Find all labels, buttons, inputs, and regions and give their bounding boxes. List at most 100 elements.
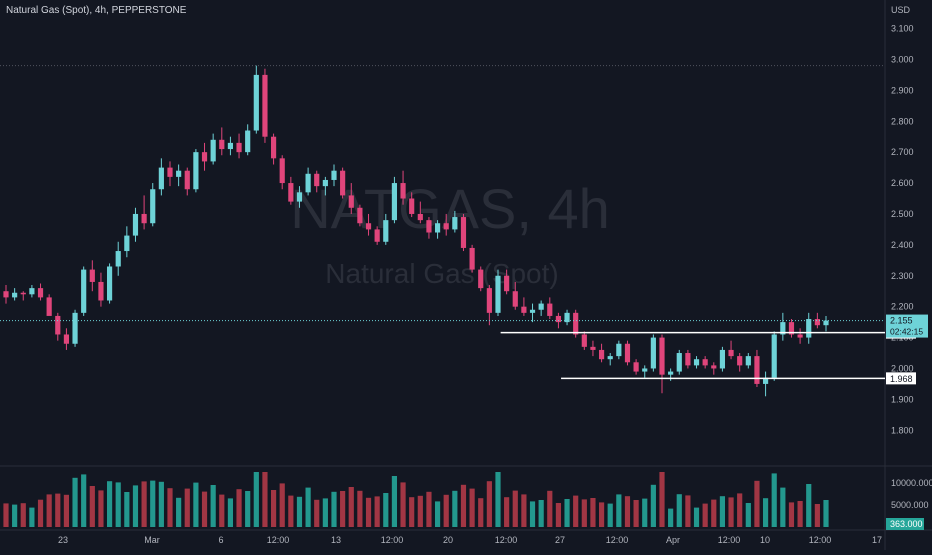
volume-bar bbox=[98, 490, 104, 527]
volume-bar bbox=[245, 491, 251, 527]
symbol-title[interactable]: Natural Gas (Spot), 4h, PEPPERSTONE bbox=[6, 5, 187, 16]
volume-bar bbox=[711, 499, 717, 527]
candle-body bbox=[711, 365, 717, 369]
candle-body bbox=[434, 223, 441, 233]
volume-bar bbox=[650, 484, 656, 527]
volume-bar bbox=[529, 501, 536, 527]
volume-bar bbox=[236, 489, 242, 527]
candle-body bbox=[409, 198, 415, 214]
volume-bar bbox=[633, 500, 639, 527]
volume-bar bbox=[745, 503, 751, 527]
volume-bar bbox=[616, 494, 622, 527]
candle-body bbox=[176, 170, 182, 177]
volume-bar bbox=[253, 472, 259, 527]
candle-body bbox=[495, 275, 501, 313]
volume-bar bbox=[495, 472, 501, 527]
candle-body bbox=[728, 349, 734, 357]
volume-bar bbox=[719, 496, 726, 527]
candle-body bbox=[3, 291, 9, 298]
volume-bar bbox=[504, 497, 510, 527]
candle-body bbox=[331, 170, 337, 180]
volume-bar bbox=[115, 482, 121, 527]
candle-body bbox=[227, 142, 234, 150]
candle-body bbox=[426, 220, 432, 233]
candle-body bbox=[279, 158, 285, 184]
volume-bar bbox=[63, 494, 70, 527]
volume-bar bbox=[823, 500, 829, 527]
candle-body bbox=[806, 319, 812, 338]
candle-body bbox=[504, 275, 510, 292]
volume-bar bbox=[547, 490, 553, 527]
volume-bar bbox=[685, 495, 691, 527]
volume-bar bbox=[426, 491, 432, 527]
candle-body bbox=[616, 343, 622, 357]
candle-body bbox=[685, 353, 691, 366]
time-tick-label: 12:00 bbox=[606, 535, 629, 545]
candle-body bbox=[383, 220, 389, 242]
price-tick-label: 2.800 bbox=[891, 116, 914, 126]
volume-bar bbox=[737, 493, 743, 527]
volume-bar bbox=[573, 495, 579, 527]
candle-body bbox=[63, 334, 70, 344]
volume-bar bbox=[279, 483, 285, 527]
volume-bar bbox=[702, 503, 708, 527]
candle-body bbox=[245, 130, 251, 153]
candle-body bbox=[780, 322, 786, 335]
volume-bar bbox=[227, 498, 234, 527]
candle-body bbox=[262, 74, 268, 137]
candle-body bbox=[443, 223, 449, 230]
time-tick-label: Mar bbox=[144, 535, 160, 545]
candle-body bbox=[314, 173, 320, 187]
volume-tick-label: 5000.000 bbox=[891, 500, 929, 510]
candle-body bbox=[296, 192, 303, 202]
time-tick-label: 12:00 bbox=[495, 535, 518, 545]
volume-bar bbox=[305, 487, 311, 527]
volume-bar bbox=[3, 503, 9, 527]
volume-bar bbox=[357, 490, 363, 527]
price-tick-label: 3.000 bbox=[891, 54, 914, 64]
volume-bar bbox=[89, 486, 95, 527]
candle-body bbox=[771, 334, 777, 378]
time-tick-label: 17 bbox=[872, 535, 882, 545]
candle-body bbox=[158, 167, 164, 190]
candle-body bbox=[538, 303, 544, 310]
current-price-label: 2.155 bbox=[890, 316, 913, 326]
volume-bar bbox=[314, 499, 320, 527]
candle-body bbox=[365, 223, 372, 230]
volume-bar bbox=[288, 495, 294, 527]
candle-body bbox=[564, 312, 570, 323]
volume-bar bbox=[564, 499, 570, 527]
candle-body bbox=[460, 217, 467, 248]
candle-body bbox=[417, 213, 423, 221]
volume-bar bbox=[668, 508, 674, 527]
candle-body bbox=[788, 322, 795, 335]
current-price-tag bbox=[886, 314, 928, 338]
volume-bar bbox=[538, 500, 544, 527]
candle-body bbox=[624, 343, 631, 363]
volume-bar bbox=[814, 504, 820, 527]
volume-bar bbox=[331, 491, 337, 527]
candle-body bbox=[193, 152, 199, 190]
volume-bar bbox=[409, 497, 415, 527]
volume-bar bbox=[624, 496, 631, 527]
volume-bar bbox=[417, 495, 423, 527]
volume-bar bbox=[322, 498, 328, 527]
time-tick-label: 12:00 bbox=[381, 535, 404, 545]
price-tick-label: 2.600 bbox=[891, 178, 914, 188]
volume-bar bbox=[521, 494, 527, 527]
price-tick-label: 2.200 bbox=[891, 302, 914, 312]
candle-body bbox=[305, 173, 311, 193]
volume-bar bbox=[693, 507, 700, 527]
volume-bar bbox=[555, 503, 562, 527]
volume-bar bbox=[124, 492, 130, 527]
candle-body bbox=[124, 235, 130, 252]
volume-bar bbox=[478, 498, 484, 527]
volume-bar bbox=[676, 494, 682, 527]
candle-body bbox=[46, 297, 52, 316]
candle-body bbox=[55, 315, 61, 335]
candle-body bbox=[115, 251, 121, 267]
price-tick-label: 1.900 bbox=[891, 394, 914, 404]
